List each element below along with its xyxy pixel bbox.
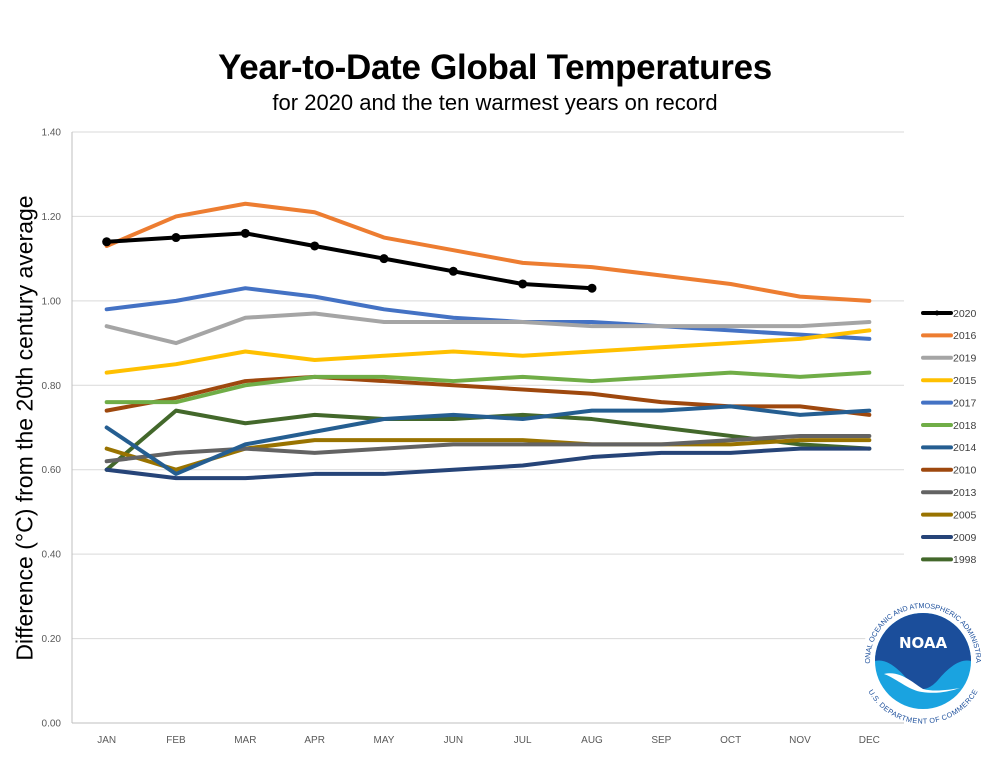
series-2015 [104, 328, 872, 375]
data-point-2020 [379, 254, 389, 264]
series-line-2018 [104, 370, 872, 405]
data-point-2020 [587, 283, 597, 293]
y-tick-labels: 0.00 0.20 0.40 0.60 0.80 1.00 1.20 1.40 [42, 128, 62, 730]
x-tick-label: JAN [97, 735, 116, 746]
legend-item-2017: 2017 [921, 397, 977, 409]
y-tick-label: 0.00 [42, 719, 62, 730]
chart-subtitle: for 2020 and the ten warmest years on re… [272, 90, 718, 115]
legend-label: 2005 [953, 509, 977, 521]
data-point-2020 [171, 233, 181, 243]
legend-label: 2010 [953, 465, 977, 477]
series-2014 [104, 404, 872, 476]
x-tick-label: FEB [166, 735, 186, 746]
series-lines [102, 201, 872, 481]
logo-wave [884, 673, 960, 693]
series-2016 [104, 201, 872, 303]
legend-label: 2018 [953, 420, 977, 432]
series-2017 [104, 286, 872, 341]
data-point-2020 [240, 228, 250, 238]
legend-label: 2016 [953, 330, 977, 342]
logo-wordmark: NOAA [899, 634, 948, 652]
noaa-logo: NOAA NATIONAL OCEANIC AND ATMOSPHERIC AD… [856, 588, 985, 726]
x-tick-label: JUN [444, 735, 463, 746]
x-tick-label: AUG [581, 735, 603, 746]
legend-item-2014: 2014 [921, 442, 977, 454]
x-tick-label: NOV [789, 735, 811, 746]
legend-item-2009: 2009 [921, 532, 977, 544]
legend-label: 2020 [953, 308, 977, 320]
chart-title: Year-to-Date Global Temperatures [218, 48, 772, 87]
series-line-2016 [104, 201, 872, 303]
series-line-2009 [104, 446, 872, 481]
series-2019 [104, 311, 872, 346]
series-line-2017 [104, 286, 872, 341]
y-tick-label: 1.00 [42, 296, 62, 307]
legend: 2020 2016 2019 2015 2017 2018 2014 2010 2013 2005… [921, 308, 977, 566]
legend-item-2010: 2010 [921, 465, 977, 477]
legend-item-2019: 2019 [921, 353, 977, 365]
y-tick-label: 1.20 [42, 212, 62, 223]
legend-label: 2017 [953, 397, 977, 409]
x-tick-label: OCT [720, 735, 741, 746]
axes [71, 132, 904, 724]
legend-label: 1998 [953, 554, 977, 566]
y-tick-label: 0.80 [42, 381, 62, 392]
data-point-2020 [448, 266, 458, 276]
x-tick-label: APR [304, 735, 325, 746]
legend-item-2016: 2016 [921, 330, 977, 342]
data-point-2020 [102, 237, 112, 247]
x-tick-labels: JAN FEB MAR APR MAY JUN JUL AUG SEP OCT NOV DEC [97, 735, 880, 746]
legend-item-1998: 1998 [921, 554, 977, 566]
logo-bird-top [875, 613, 971, 689]
y-tick-label: 1.40 [42, 128, 62, 139]
series-line-2015 [104, 328, 872, 375]
series-2018 [104, 370, 872, 405]
gridlines [72, 131, 904, 640]
legend-item-2013: 2013 [921, 487, 977, 499]
x-tick-label: JUL [514, 735, 532, 746]
legend-label: 2013 [953, 487, 977, 499]
data-point-2020 [310, 241, 320, 251]
legend-item-2005: 2005 [921, 509, 977, 521]
y-tick-label: 0.60 [42, 465, 62, 476]
y-tick-label: 0.40 [42, 550, 62, 561]
series-line-2005 [104, 438, 872, 472]
x-tick-label: MAR [234, 735, 256, 746]
legend-marker [934, 310, 940, 316]
x-tick-label: MAY [374, 735, 395, 746]
series-line-2019 [104, 311, 872, 346]
series-2009 [104, 446, 872, 481]
legend-item-2018: 2018 [921, 420, 977, 432]
series-line-2014 [104, 404, 872, 476]
legend-item-2020: 2020 [921, 308, 977, 320]
series-2020 [102, 228, 597, 293]
legend-label: 2014 [953, 442, 977, 454]
legend-label: 2019 [953, 353, 977, 365]
legend-item-2015: 2015 [921, 375, 977, 387]
x-tick-label: DEC [859, 735, 880, 746]
y-tick-label: 0.20 [42, 634, 62, 645]
series-2005 [104, 438, 872, 472]
legend-label: 2015 [953, 375, 977, 387]
legend-label: 2009 [953, 532, 977, 544]
x-tick-label: SEP [651, 735, 671, 746]
series-line-2020 [104, 231, 594, 291]
data-point-2020 [518, 279, 528, 289]
